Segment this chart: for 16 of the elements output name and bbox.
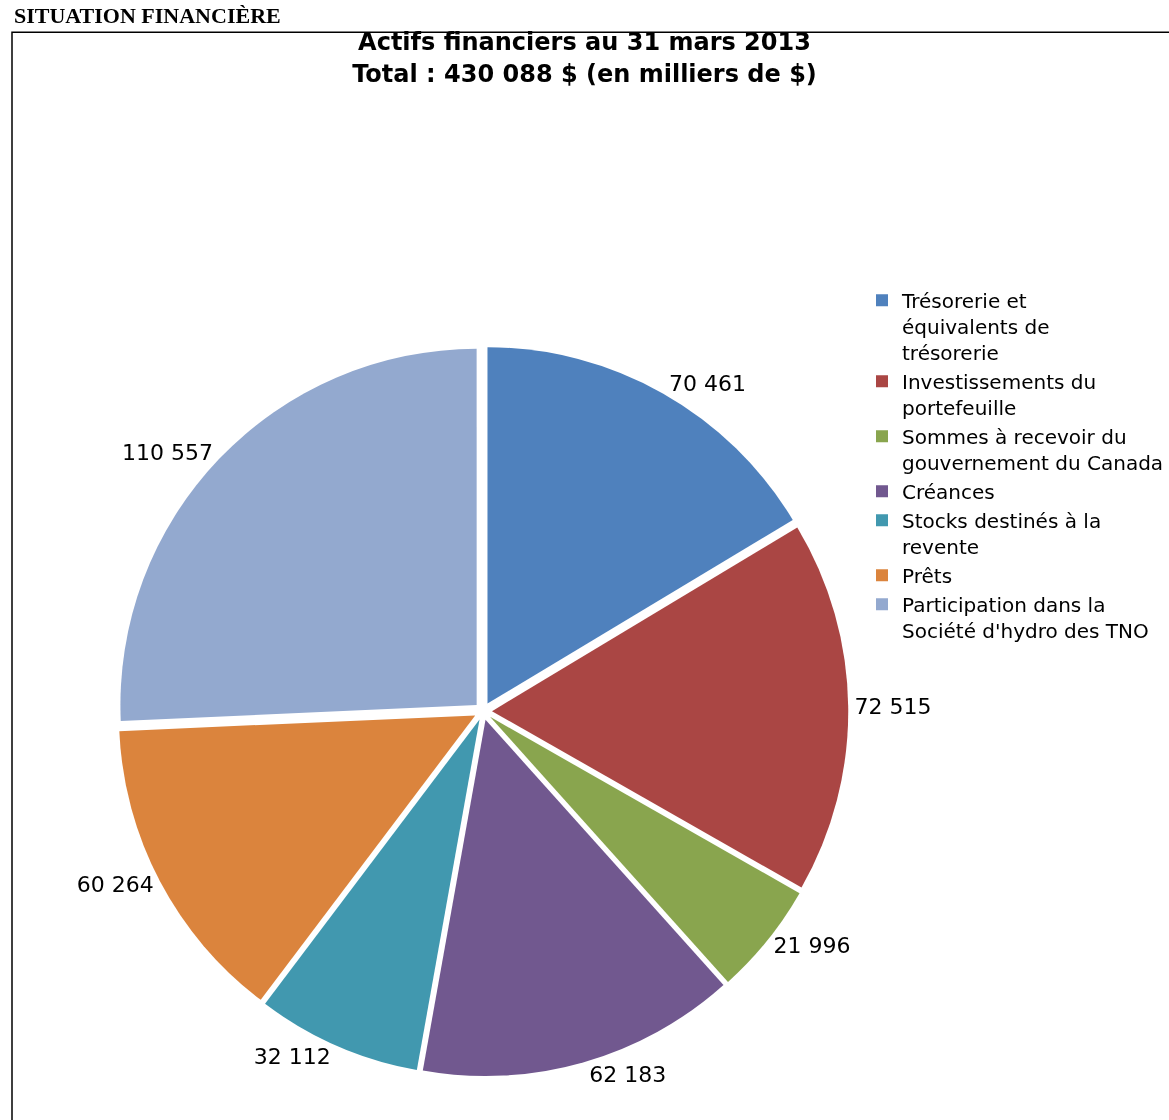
data-label: 110 557: [122, 440, 213, 466]
text: SITUATION FINANCIÈRE: [14, 3, 281, 28]
data-label: 72 515: [854, 694, 932, 720]
legend-label: Stocks destinés à la revente: [902, 509, 1102, 559]
legend-label: Prêts: [902, 564, 953, 588]
legend-label: Trésorerie et équivalents de trésorerie: [901, 289, 1050, 365]
data-label: 70 461: [669, 371, 747, 397]
chart-subtitle: Total : 430 088 $ (en milliers de $): [352, 59, 817, 88]
data-label: 21 996: [773, 932, 851, 958]
legend-label: Participation dans la Société d'hydro des TNO: [902, 593, 1149, 643]
legend-label: Créances: [902, 480, 995, 504]
legend-label: Sommes à recevoir du gouvernement du Canada: [902, 425, 1164, 475]
data-label: 60 264: [76, 871, 154, 897]
data-label: 32 112: [253, 1043, 331, 1069]
legend-label: Investissements du portefeuille: [902, 370, 1097, 420]
data-label: 62 183: [589, 1061, 667, 1087]
